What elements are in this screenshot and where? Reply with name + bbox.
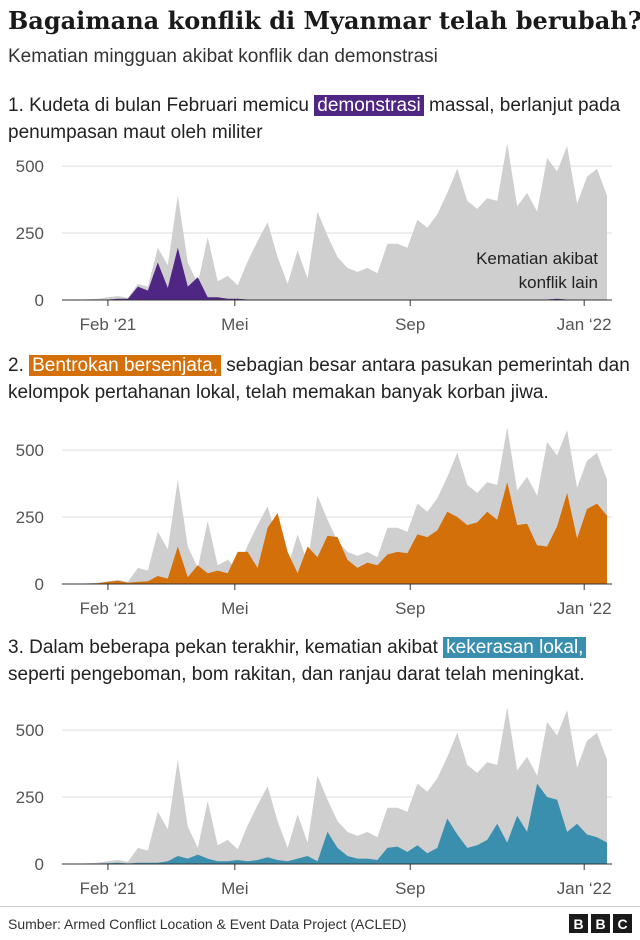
caption-1-pre: 1. Kudeta di bulan Februari memicu [8,95,315,116]
caption-3: 3. Dalam beberapa pekan terakhir, kemati… [8,634,633,688]
series-area-3 [68,783,607,864]
y-tick-label: 500 [16,721,44,740]
caption-2: 2. Bentrokan bersenjata, sebagian besar … [8,352,633,406]
x-tick-label: Feb ‘21 [80,879,137,898]
caption-2-post: sebagian besar antara pasukan pemerintah… [8,355,630,403]
x-tick-label: Sep [395,315,425,334]
annotation-line-1: Kematian akibat [476,249,598,268]
y-tick-label: 250 [16,508,44,527]
logo-letter: C [613,914,632,933]
x-tick-label: Feb ‘21 [80,599,137,618]
footer-divider [0,906,640,907]
caption-3-highlight: kekerasan lokal, [443,637,587,658]
page-title: Bagaimana konflik di Myanmar telah berub… [8,6,640,35]
x-tick-label: Jan ‘22 [557,599,612,618]
caption-3-post: seperti pengeboman, bom rakitan, dan ran… [8,664,585,685]
logo-letter: B [591,914,610,933]
chart-kekerasan: 0 250 500 Feb ‘21 Mei Sep Jan ‘22 [16,707,612,898]
annotation-line-2: konflik lain [519,273,598,292]
y-tick-label: 250 [16,788,44,807]
x-tick-label: Mei [221,315,248,334]
logo-letter: B [569,914,588,933]
series-area-1 [68,247,607,300]
caption-1: 1. Kudeta di bulan Februari memicu demon… [8,92,633,146]
y-tick-label: 0 [35,291,44,310]
y-tick-label: 500 [16,157,44,176]
source-note: Sumber: Armed Conflict Location & Event … [8,916,407,932]
page-subtitle: Kematian mingguan akibat konflik dan dem… [8,46,438,67]
x-tick-label: Sep [395,599,425,618]
x-tick-label: Mei [221,599,248,618]
caption-2-pre: 2. [8,355,30,376]
y-tick-label: 250 [16,224,44,243]
x-tick-label: Sep [395,879,425,898]
total-deaths-area [68,143,607,300]
total-deaths-area [68,707,607,864]
bbc-logo: B B C [569,914,632,933]
caption-3-pre: 3. Dalam beberapa pekan terakhir, kemati… [8,637,444,658]
x-tick-label: Jan ‘22 [557,879,612,898]
y-tick-label: 0 [35,855,44,874]
caption-1-post: massal, berlanjut pada penumpasan maut o… [8,95,621,143]
y-tick-label: 500 [16,441,44,460]
x-tick-label: Mei [221,879,248,898]
caption-1-highlight: demonstrasi [314,95,424,116]
y-tick-label: 0 [35,575,44,594]
x-tick-label: Feb ‘21 [80,315,137,334]
chart-bentrokan: 0 250 500 Feb ‘21 Mei Sep Jan ‘22 [16,427,612,618]
caption-2-highlight: Bentrokan bersenjata, [29,355,222,376]
series-area-2 [68,482,607,584]
chart-demonstrasi: 0 250 500 Feb ‘21 Mei Sep Jan ‘22 Kematian akib… [16,143,612,334]
x-tick-label: Jan ‘22 [557,315,612,334]
